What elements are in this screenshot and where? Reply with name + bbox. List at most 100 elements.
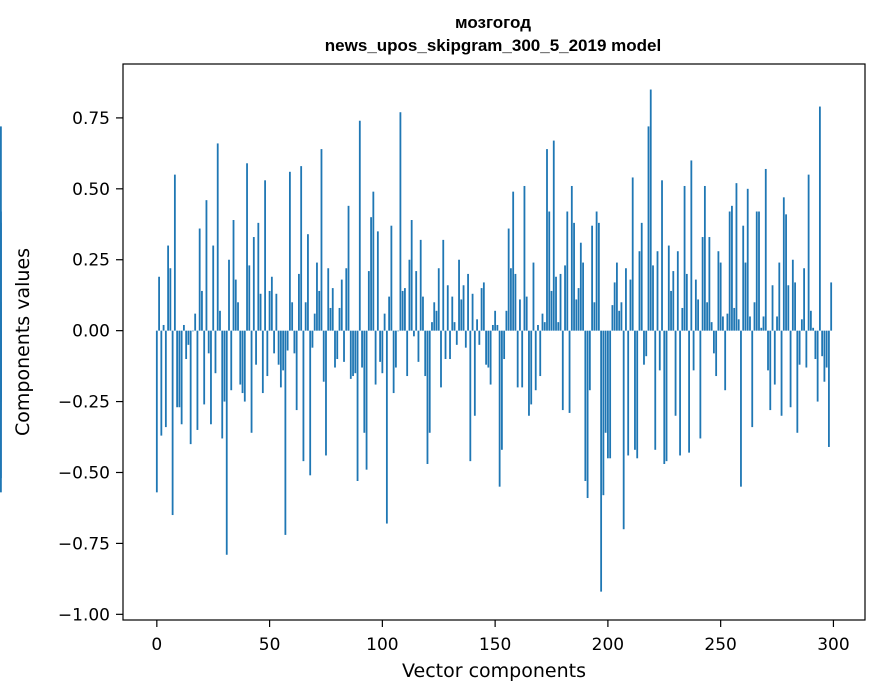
bar-component-211 <box>631 177 634 331</box>
bar-component-82 <box>340 279 343 331</box>
bar-component-52 <box>273 330 276 354</box>
bar-component-140 <box>471 293 474 331</box>
bar-component-undefined <box>0 330 2 402</box>
bar-component-127 <box>442 239 445 331</box>
bar-component-63 <box>298 273 300 331</box>
bar-component-72 <box>318 290 321 331</box>
bar-component-201 <box>609 330 612 459</box>
bar-component-166 <box>530 330 533 405</box>
bar-component-125 <box>437 268 440 331</box>
bar-component-237 <box>690 160 693 331</box>
bar-component-180 <box>561 330 564 411</box>
bar-component-216 <box>643 330 645 365</box>
bar-component-30 <box>223 330 226 402</box>
bar-component-69 <box>311 330 314 348</box>
bar-component-17 <box>194 313 197 331</box>
bar-component-68 <box>309 330 312 476</box>
bar-component-149 <box>491 324 494 331</box>
bar-component-252 <box>724 330 727 391</box>
bar-component-249 <box>717 251 720 331</box>
bar-component-246 <box>710 322 713 331</box>
bar-component-117 <box>419 239 422 331</box>
bar-component-undefined <box>0 222 2 331</box>
bar-component-114 <box>413 330 415 337</box>
bar-component-32 <box>228 259 230 331</box>
bar-component-248 <box>715 330 718 377</box>
x-tick-label: 0 <box>151 635 162 655</box>
bar-component-297 <box>825 330 828 368</box>
bar-component-38 <box>241 330 244 394</box>
bar-component-26 <box>214 330 217 374</box>
bar-component-208 <box>625 268 627 331</box>
bar-component-218 <box>647 126 650 331</box>
bar-component-234 <box>683 185 686 331</box>
bar-component-37 <box>239 330 242 385</box>
bar-component-271 <box>767 330 769 371</box>
bar-component-150 <box>494 310 497 331</box>
bar-component-128 <box>444 330 447 360</box>
bar-component-203 <box>613 282 616 331</box>
bar-component-245 <box>708 237 711 331</box>
bar-component-280 <box>787 285 790 331</box>
bar-component-9 <box>176 330 179 408</box>
chart-subtitle: news_upos_skipgram_300_5_2019 model <box>325 36 661 55</box>
bar-component-273 <box>771 285 774 331</box>
bar-component-159 <box>514 273 517 331</box>
bar-component-23 <box>207 330 210 354</box>
bar-component-278 <box>782 197 785 331</box>
bar-component-113 <box>410 220 413 331</box>
bar-component-71 <box>316 262 318 331</box>
bar-component-101 <box>383 313 386 331</box>
bar-component-182 <box>566 211 569 331</box>
bar-component-181 <box>564 265 566 331</box>
bar-component-88 <box>354 330 357 374</box>
bar-component-7 <box>171 330 174 516</box>
bar-component-145 <box>482 282 485 331</box>
bar-component-34 <box>232 220 235 331</box>
bar-component-136 <box>462 285 465 331</box>
bar-component-129 <box>446 285 449 331</box>
bar-component-292 <box>814 330 817 360</box>
bar-component-224 <box>661 180 663 331</box>
bar-component-31 <box>225 330 228 555</box>
bar-component-174 <box>548 211 551 331</box>
bar-component-58 <box>286 330 289 351</box>
bar-component-105 <box>392 330 395 394</box>
bar-component-40 <box>246 163 248 331</box>
bar-component-195 <box>595 211 598 331</box>
bar-component-139 <box>469 330 472 462</box>
bar-component-86 <box>349 330 352 379</box>
bar-component-104 <box>390 225 393 331</box>
bar-component-241 <box>699 330 702 439</box>
bar-component-59 <box>288 171 291 331</box>
x-tick-label: 200 <box>592 635 624 655</box>
bar-component-189 <box>582 262 584 331</box>
y-tick-label: 0.00 <box>72 322 110 342</box>
bar-component-130 <box>449 330 451 360</box>
bar-component-96 <box>372 191 375 331</box>
bar-component-148 <box>489 330 492 385</box>
bar-component-157 <box>510 268 512 331</box>
bar-component-111 <box>406 330 409 377</box>
x-axis-ticks: 0 50 100 150 200 250 300 <box>151 620 850 655</box>
bar-component-200 <box>606 330 609 459</box>
bar-component-253 <box>726 313 729 331</box>
bar-component-120 <box>426 330 429 464</box>
bar-component-244 <box>706 302 709 331</box>
bar-component-160 <box>516 330 519 388</box>
bar-component-13 <box>185 330 188 360</box>
bar-component-296 <box>823 330 826 382</box>
bar-component-53 <box>275 293 278 331</box>
bar-component-81 <box>338 307 341 331</box>
bar-component-119 <box>424 330 427 377</box>
bar-component-19 <box>198 228 201 331</box>
bar-component-112 <box>408 259 411 331</box>
bar-component-261 <box>744 262 747 331</box>
bar-component-266 <box>755 211 758 331</box>
bar-component-299 <box>830 282 833 331</box>
bar-component-97 <box>374 330 377 385</box>
bar-component-267 <box>758 211 760 331</box>
bar-component-100 <box>381 330 384 374</box>
bar-component-193 <box>591 225 594 331</box>
bar-component-115 <box>415 271 418 331</box>
